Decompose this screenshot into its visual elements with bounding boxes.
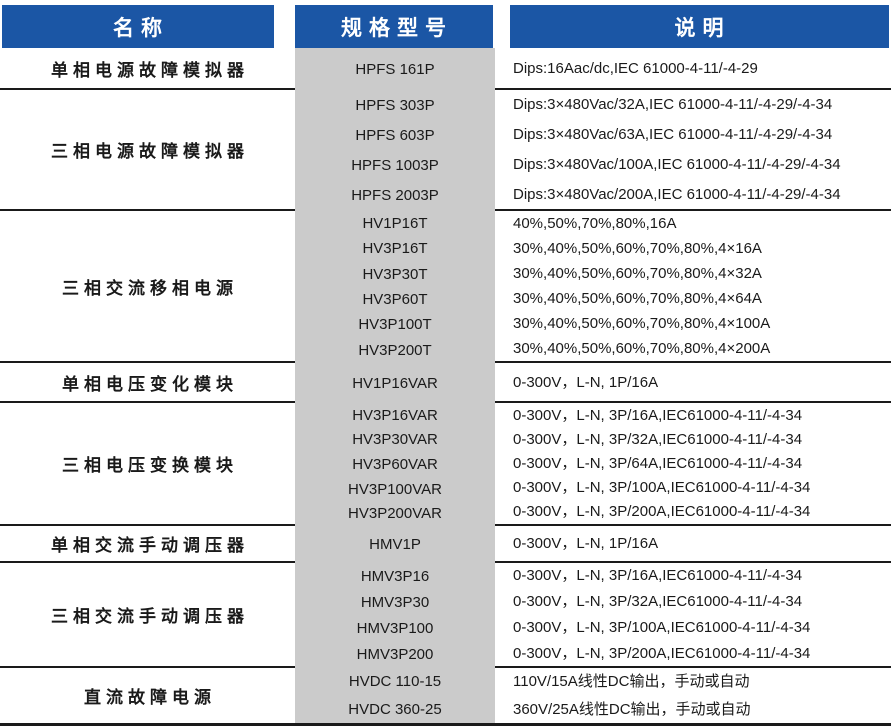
table-row: 单相交流手动调压器 HMV1P 0-300V，L-N, 1P/16A: [0, 526, 891, 563]
description-line: 30%,40%,50%,60%,70%,80%,4×64A: [513, 290, 762, 307]
model-cell: HMV1P: [295, 526, 495, 563]
model-line: HV3P100VAR: [348, 480, 442, 498]
model-line: HV3P100T: [358, 316, 432, 334]
product-name-cell: 三相交流移相电源: [0, 211, 295, 363]
description-cell: Dips:16Aac/dc,IEC 61000-4-11/-4-29: [495, 48, 891, 90]
column-header-description: 说明: [510, 5, 889, 48]
product-name: 单相电压变化模块: [62, 374, 238, 394]
product-name: 三相交流移相电源: [62, 278, 238, 298]
description-line: 40%,50%,70%,80%,16A: [513, 215, 677, 232]
model-line: HMV3P200: [356, 646, 434, 664]
product-name-cell: 三相电压变换模块: [0, 403, 295, 526]
description-cell: 0-300V，L-N, 1P/16A: [495, 526, 891, 563]
model-line: HV1P16VAR: [352, 374, 438, 392]
product-name-cell: 单相电源故障模拟器: [0, 48, 295, 90]
description-line: 0-300V，L-N, 1P/16A: [513, 373, 659, 391]
model-line: HPFS 1003P: [351, 157, 439, 175]
description-line: 0-300V，L-N, 3P/16A,IEC61000-4-11/-4-34: [513, 567, 803, 585]
table-row: 三相电压变换模块 HV3P16VAR HV3P30VAR HV3P60VAR HV3P1…: [0, 403, 891, 526]
model-cell: HPFS 161P: [295, 48, 495, 90]
description-line: Dips:3×480Vac/100A,IEC 61000-4-11/-4-29/…: [513, 155, 841, 173]
description-cell: 40%,50%,70%,80%,16A 30%,40%,50%,60%,70%,8…: [495, 211, 891, 363]
description-line: 30%,40%,50%,60%,70%,80%,4×16A: [513, 240, 762, 257]
product-name-cell: 三相电源故障模拟器: [0, 90, 295, 211]
description-line: 0-300V，L-N, 3P/200A,IEC61000-4-11/-4-34: [513, 503, 811, 521]
description-line: 0-300V，L-N, 3P/200A,IEC61000-4-11/-4-34: [513, 644, 811, 662]
description-cell: 0-300V，L-N, 3P/16A,IEC61000-4-11/-4-34 0-…: [495, 563, 891, 668]
product-name-cell: 单相电压变化模块: [0, 363, 295, 403]
description-line: 0-300V，L-N, 3P/64A,IEC61000-4-11/-4-34: [513, 454, 803, 472]
model-line: HVDC 360-25: [348, 700, 442, 718]
description-line: 30%,40%,50%,60%,70%,80%,4×200A: [513, 340, 771, 357]
product-name-cell: 直流故障电源: [0, 668, 295, 723]
model-line: HMV1P: [369, 536, 421, 553]
description-line: Dips:3×480Vac/63A,IEC 61000-4-11/-4-29/-…: [513, 126, 833, 144]
description-cell: 110V/15A线性DC输出，手动或自动 360V/25A线性DC输出，手动或自动: [495, 668, 891, 723]
description-cell: 0-300V，L-N, 3P/16A,IEC61000-4-11/-4-34 0-…: [495, 403, 891, 526]
table-row: 三相交流手动调压器 HMV3P16 HMV3P30 HMV3P100 HMV3P200 0…: [0, 563, 891, 668]
description-line: 30%,40%,50%,60%,70%,80%,4×32A: [513, 265, 762, 282]
model-line: HMV3P16: [360, 567, 430, 585]
description-line: 0-300V，L-N, 3P/32A,IEC61000-4-11/-4-34: [513, 593, 803, 611]
product-name: 单相电源故障模拟器: [51, 60, 249, 80]
description-line: 360V/25A线性DC输出，手动或自动: [513, 700, 751, 718]
table-row: 单相电源故障模拟器 HPFS 161P Dips:16Aac/dc,IEC 6100…: [0, 48, 891, 90]
description-cell: 0-300V，L-N, 1P/16A: [495, 363, 891, 403]
table-row: 三相电源故障模拟器 HPFS 303P HPFS 603P HPFS 1003P HPF…: [0, 90, 891, 211]
description-line: 0-300V，L-N, 3P/32A,IEC61000-4-11/-4-34: [513, 430, 803, 448]
table-row: 单相电压变化模块 HV1P16VAR 0-300V，L-N, 1P/16A: [0, 363, 891, 403]
column-header-description-label: 说明: [674, 16, 731, 40]
model-cell: HVDC 110-15 HVDC 360-25: [295, 668, 495, 723]
description-line: 30%,40%,50%,60%,70%,80%,4×100A: [513, 315, 771, 332]
description-line: Dips:3×480Vac/200A,IEC 61000-4-11/-4-29/…: [513, 185, 841, 203]
model-line: HPFS 2003P: [351, 187, 439, 205]
model-line: HVDC 110-15: [348, 673, 442, 691]
column-header-name-label: 名称: [113, 16, 169, 40]
product-name: 三相交流手动调压器: [51, 607, 249, 626]
description-line: 0-300V，L-N, 3P/16A,IEC61000-4-11/-4-34: [513, 406, 803, 424]
model-line: HPFS 161P: [355, 60, 435, 78]
model-line: HMV3P100: [356, 620, 434, 638]
description-line: 0-300V，L-N, 3P/100A,IEC61000-4-11/-4-34: [513, 479, 811, 497]
model-line: HMV3P30: [360, 593, 430, 611]
model-line: HV3P60T: [362, 291, 428, 309]
table-body: 单相电源故障模拟器 HPFS 161P Dips:16Aac/dc,IEC 6100…: [0, 48, 891, 723]
product-name-cell: 单相交流手动调压器: [0, 526, 295, 563]
description-line: 0-300V，L-N, 1P/16A: [513, 535, 659, 552]
model-line: HV3P200VAR: [348, 505, 442, 523]
model-cell: HV3P16VAR HV3P30VAR HV3P60VAR HV3P100VAR HV3…: [295, 403, 495, 526]
description-line: Dips:3×480Vac/32A,IEC 61000-4-11/-4-29/-…: [513, 96, 833, 114]
description-line: 0-300V，L-N, 3P/100A,IEC61000-4-11/-4-34: [513, 618, 811, 636]
product-name: 单相交流手动调压器: [51, 536, 249, 555]
description-line: Dips:16Aac/dc,IEC 61000-4-11/-4-29: [513, 59, 758, 77]
model-cell: HV1P16VAR: [295, 363, 495, 403]
model-line: HV3P30T: [362, 265, 428, 283]
model-line: HV3P30VAR: [352, 431, 438, 449]
model-line: HV1P16T: [362, 215, 428, 233]
product-name: 三相电压变换模块: [62, 456, 238, 475]
model-line: HV3P16T: [362, 240, 428, 258]
column-header-model: 规格型号: [295, 5, 493, 48]
model-line: HV3P200T: [358, 341, 432, 359]
description-line: 110V/15A线性DC输出，手动或自动: [513, 673, 750, 691]
description-cell: Dips:3×480Vac/32A,IEC 61000-4-11/-4-29/-…: [495, 90, 891, 211]
column-header-model-label: 规格型号: [341, 16, 453, 40]
model-cell: HMV3P16 HMV3P30 HMV3P100 HMV3P200: [295, 563, 495, 668]
model-line: HPFS 603P: [355, 126, 435, 144]
table-row: 直流故障电源 HVDC 110-15 HVDC 360-25 110V/15A线性DC…: [0, 668, 891, 723]
model-cell: HPFS 303P HPFS 603P HPFS 1003P HPFS 2003P: [295, 90, 495, 211]
product-name: 直流故障电源: [84, 688, 216, 707]
table-row: 三相交流移相电源 HV1P16T HV3P16T HV3P30T HV3P60T HV3P…: [0, 211, 891, 363]
column-header-name: 名称: [2, 5, 274, 48]
product-name-cell: 三相交流手动调压器: [0, 563, 295, 668]
model-line: HPFS 303P: [355, 96, 435, 114]
product-name: 三相电源故障模拟器: [51, 142, 249, 161]
model-cell: HV1P16T HV3P16T HV3P30T HV3P60T HV3P100T HV3P…: [295, 211, 495, 363]
model-line: HV3P60VAR: [352, 455, 438, 473]
table-bottom-border: [0, 723, 891, 726]
model-line: HV3P16VAR: [352, 406, 438, 424]
